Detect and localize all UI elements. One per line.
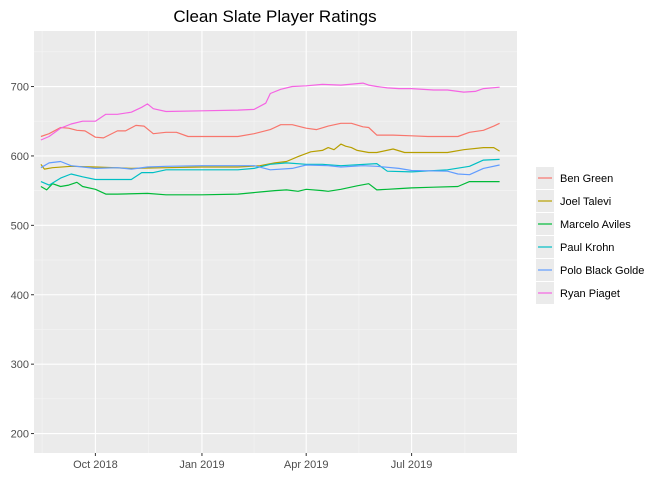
x-tick-label: Jul 2019 xyxy=(391,459,433,471)
y-tick-label: 200 xyxy=(11,429,29,441)
legend-label: Paul Krohn xyxy=(560,242,614,254)
x-tick-label: Apr 2019 xyxy=(284,459,329,471)
y-tick-label: 700 xyxy=(11,82,29,94)
plot-panel xyxy=(34,31,517,453)
legend-label: Marcelo Aviles xyxy=(560,219,631,231)
series-line xyxy=(40,143,500,170)
x-tick-label: Jan 2019 xyxy=(179,459,224,471)
y-tick-label: 600 xyxy=(11,151,29,163)
axes: Oct 2018 Jan 2019 Apr 2019 Jul 2019 200 300 40… xyxy=(11,82,433,471)
series-line xyxy=(40,122,500,139)
y-tick-label: 300 xyxy=(11,359,29,371)
legend-label: Polo Black Golde xyxy=(560,265,644,277)
legend-label: Ryan Piaget xyxy=(560,288,620,300)
legend-label: Joel Talevi xyxy=(560,196,611,208)
chart-title: Clean Slate Player Ratings xyxy=(173,7,376,26)
series-group xyxy=(40,82,500,196)
legend: Ben Green Joel Talevi Marcelo Aviles Paul K… xyxy=(536,167,644,304)
series-line xyxy=(40,158,500,186)
y-tick-label: 500 xyxy=(11,220,29,232)
series-line xyxy=(40,181,500,196)
x-tick-label: Oct 2018 xyxy=(73,459,118,471)
grid xyxy=(34,31,517,453)
y-tick-label: 400 xyxy=(11,290,29,302)
series-line xyxy=(40,160,500,176)
series-line xyxy=(40,82,500,141)
legend-label: Ben Green xyxy=(560,173,613,185)
